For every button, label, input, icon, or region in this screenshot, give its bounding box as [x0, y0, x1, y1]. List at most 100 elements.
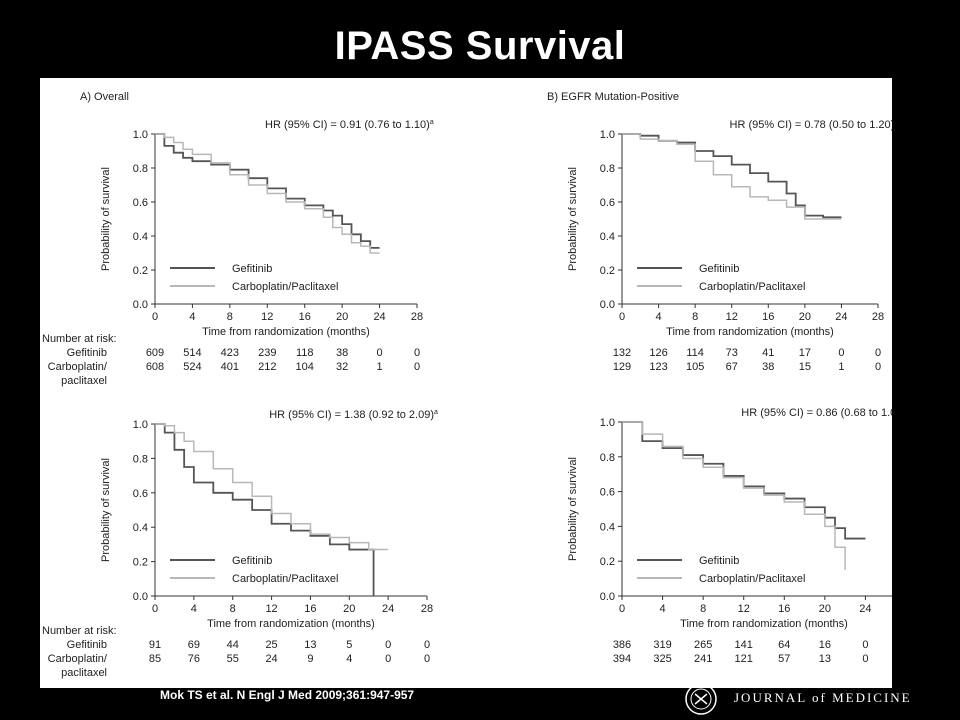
- risk-value-carboplatin: 0: [862, 653, 868, 665]
- risk-value-carboplatin: 121: [735, 653, 753, 665]
- survival-curve-gefitinib: [155, 423, 375, 596]
- x-tick-label: 16: [778, 603, 790, 615]
- x-tick-label: 8: [227, 311, 233, 323]
- panel-label: B) EGFR Mutation-Positive: [547, 91, 679, 103]
- risk-value-gefitinib: 0: [385, 639, 391, 651]
- number-at-risk-heading: Number at risk:: [42, 625, 117, 637]
- x-tick-label: 0: [619, 311, 625, 323]
- y-tick-label: 0.4: [600, 521, 615, 533]
- survival-curve-carboplatin: [155, 423, 389, 551]
- risk-value-gefitinib: 41: [762, 347, 774, 359]
- number-at-risk-heading: Number at risk:: [42, 333, 117, 345]
- risk-value-carboplatin: 212: [258, 361, 276, 373]
- risk-value-carboplatin: 394: [613, 653, 631, 665]
- survival-curve-carboplatin: [622, 133, 842, 220]
- x-tick-label: 16: [304, 603, 316, 615]
- risk-value-carboplatin: 76: [188, 653, 200, 665]
- risk-value-gefitinib: 0: [414, 347, 420, 359]
- km-plot-3: 0.0 0.2 0.4 0.6 0.8 1.0 0 4 8 12 16 20 24 28 Probabili…: [42, 409, 438, 679]
- risk-value-gefitinib: 114: [686, 347, 704, 359]
- risk-value-gefitinib: 118: [296, 347, 314, 359]
- y-tick-label: 0.2: [600, 265, 615, 277]
- y-tick-label: 1.0: [133, 419, 148, 431]
- hazard-ratio-text: HR (95% CI) = 0.91 (0.76 to 1.10)a: [265, 119, 434, 131]
- risk-value-carboplatin: 67: [726, 361, 738, 373]
- y-tick-label: 1.0: [600, 417, 615, 429]
- x-axis-label: Time from randomization (months): [666, 326, 834, 338]
- risk-value-gefitinib: 0: [377, 347, 383, 359]
- x-tick-label: 24: [373, 311, 385, 323]
- km-plot-4: 0.00.20.40.60.81.00481216202428Probabili…: [567, 407, 892, 665]
- x-tick-label: 0: [152, 603, 158, 615]
- risk-value-gefitinib: 386: [613, 639, 631, 651]
- y-tick-label: 0.2: [133, 557, 148, 569]
- risk-value-gefitinib: 38: [336, 347, 348, 359]
- risk-value-carboplatin: 15: [799, 361, 811, 373]
- risk-value-carboplatin: 0: [875, 361, 881, 373]
- risk-value-gefitinib: 73: [726, 347, 738, 359]
- risk-row-label-gefitinib: Gefitinib: [67, 639, 107, 651]
- risk-value-carboplatin: 104: [296, 361, 314, 373]
- x-tick-label: 12: [726, 311, 738, 323]
- risk-value-carboplatin: 608: [146, 361, 164, 373]
- risk-value-carboplatin: 325: [653, 653, 671, 665]
- risk-value-carboplatin: 13: [819, 653, 831, 665]
- x-tick-label: 12: [261, 311, 273, 323]
- x-tick-label: 28: [411, 311, 423, 323]
- risk-value-carboplatin: 85: [149, 653, 161, 665]
- legend-label-carboplatin: Carboplatin/Paclitaxel: [699, 281, 805, 293]
- risk-value-carboplatin: 38: [762, 361, 774, 373]
- x-tick-label: 20: [819, 603, 831, 615]
- y-tick-label: 0.6: [600, 197, 615, 209]
- x-tick-label: 20: [336, 311, 348, 323]
- risk-value-carboplatin: 1: [377, 361, 383, 373]
- risk-value-carboplatin: 0: [414, 361, 420, 373]
- y-tick-label: 0.0: [133, 591, 148, 603]
- risk-value-carboplatin: 1: [838, 361, 844, 373]
- hazard-ratio-text: HR (95% CI) = 0.86 (0.68 to 1.09)a: [741, 407, 892, 419]
- citation: Mok TS et al. N Engl J Med 2009;361:947-…: [160, 688, 415, 702]
- kaplan-meier-figure: A) Overall 0.0 0.2 0.4 0.6 0.8 1.0 0 4 8 12 16 20 24 2…: [42, 91, 892, 679]
- risk-value-carboplatin: 524: [183, 361, 201, 373]
- risk-value-gefitinib: 44: [227, 639, 239, 651]
- y-axis-label: Probability of survival: [100, 167, 112, 271]
- survival-curve-carboplatin: [155, 133, 380, 254]
- risk-value-carboplatin: 105: [686, 361, 704, 373]
- risk-value-gefitinib: 25: [265, 639, 277, 651]
- risk-value-carboplatin: 32: [336, 361, 348, 373]
- y-tick-label: 0.8: [133, 453, 148, 465]
- panel-label: A) Overall: [80, 91, 129, 103]
- y-tick-label: 0.4: [133, 231, 148, 243]
- x-tick-label: 20: [799, 311, 811, 323]
- risk-row-label-gefitinib: Gefitinib: [67, 347, 107, 359]
- km-plot-1: A) Overall 0.0 0.2 0.4 0.6 0.8 1.0 0 4 8 12 16 20 24 2…: [42, 91, 434, 387]
- risk-value-gefitinib: 69: [188, 639, 200, 651]
- y-tick-label: 0.6: [133, 488, 148, 500]
- x-tick-label: 8: [230, 603, 236, 615]
- risk-value-gefitinib: 319: [653, 639, 671, 651]
- x-tick-label: 24: [859, 603, 871, 615]
- risk-value-carboplatin: 24: [265, 653, 277, 665]
- risk-row-label-paclitaxel: paclitaxel: [61, 375, 107, 387]
- risk-value-gefitinib: 5: [346, 639, 352, 651]
- risk-value-carboplatin: 129: [613, 361, 631, 373]
- risk-value-gefitinib: 0: [875, 347, 881, 359]
- x-tick-label: 24: [382, 603, 394, 615]
- risk-value-carboplatin: 241: [694, 653, 712, 665]
- risk-value-carboplatin: 9: [307, 653, 313, 665]
- x-tick-label: 16: [762, 311, 774, 323]
- y-tick-label: 0.0: [600, 299, 615, 311]
- nejm-seal-icon: [685, 683, 717, 715]
- y-tick-label: 0.0: [133, 299, 148, 311]
- risk-value-gefitinib: 16: [819, 639, 831, 651]
- risk-row-label-carboplatin: Carboplatin/: [48, 361, 108, 373]
- risk-value-gefitinib: 91: [149, 639, 161, 651]
- risk-value-gefitinib: 0: [424, 639, 430, 651]
- risk-value-gefitinib: 265: [694, 639, 712, 651]
- y-tick-label: 1.0: [133, 129, 148, 141]
- risk-value-gefitinib: 13: [304, 639, 316, 651]
- hazard-ratio-text: HR (95% CI) = 1.38 (0.92 to 2.09)a: [269, 409, 438, 421]
- journal-name: JOURNAL of MEDICINE: [734, 690, 912, 705]
- legend-label-carboplatin: Carboplatin/Paclitaxel: [699, 573, 805, 585]
- risk-value-carboplatin: 4: [346, 653, 352, 665]
